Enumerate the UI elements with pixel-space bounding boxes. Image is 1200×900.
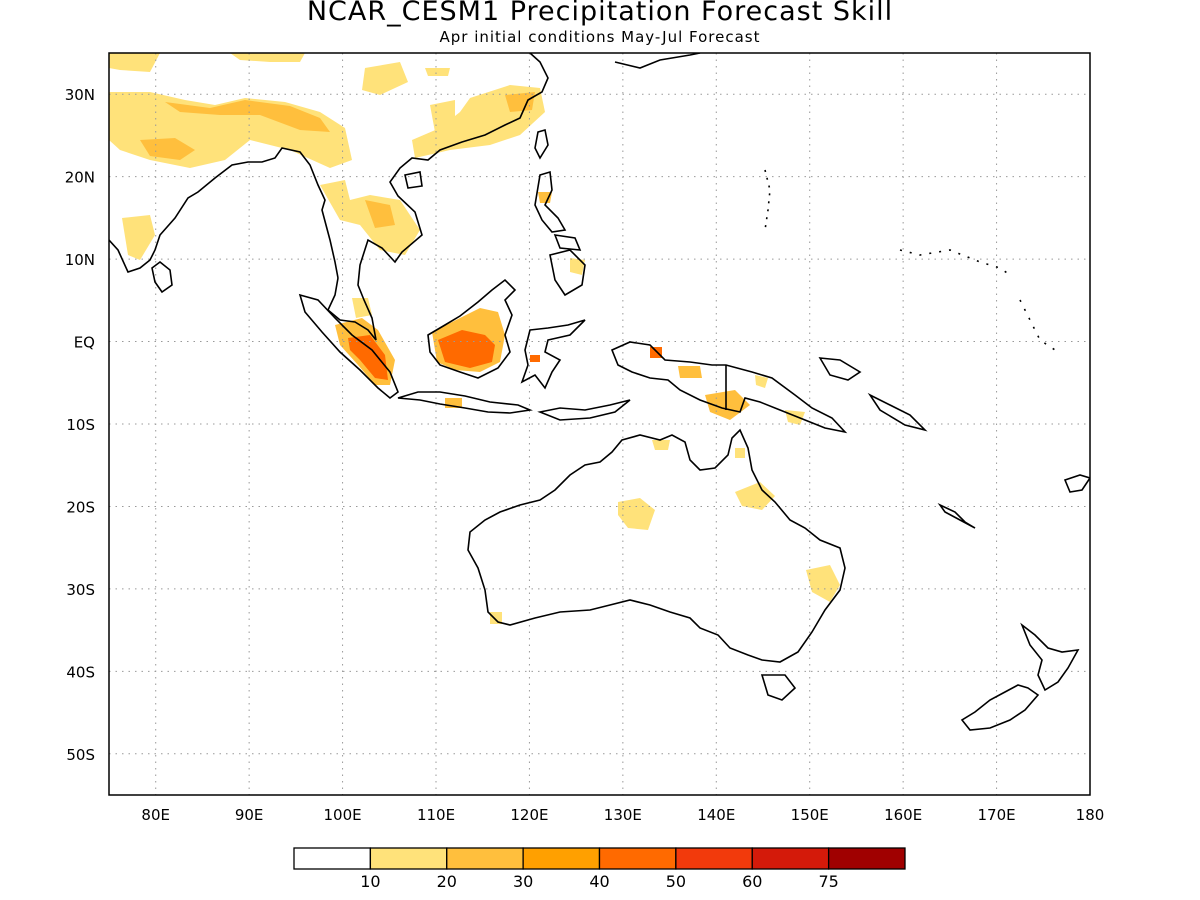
lat-tick-label: 30S <box>66 581 95 599</box>
shade-aus-east <box>806 565 840 602</box>
coast-solomon <box>867 392 928 432</box>
coast-japan <box>614 53 701 69</box>
shade-sulawesi <box>530 355 540 362</box>
colorbar-swatch <box>598 847 677 870</box>
lon-tick-label: 160E <box>884 806 922 824</box>
colorbar-swatch <box>293 847 372 870</box>
coast-java <box>397 391 533 414</box>
coast-nusa <box>537 399 631 421</box>
plot-frame <box>108 52 1091 796</box>
shade-indochina-core <box>365 200 395 228</box>
chart-title: NCAR_CESM1 Precipitation Forecast Skill <box>306 0 894 27</box>
lon-tick-label: 140E <box>697 806 735 824</box>
coastlines <box>109 53 1090 731</box>
shade-china-2 <box>425 68 450 76</box>
lat-tick-label: 30N <box>65 86 95 104</box>
lat-tick-label: 40S <box>66 663 95 681</box>
colorbar-swatch <box>522 847 601 870</box>
lon-tick-label: 110E <box>417 806 455 824</box>
shade-png-coast <box>785 410 805 425</box>
shade-indochina <box>320 180 420 255</box>
shade-india-north-core <box>140 138 195 160</box>
lon-tick-label: 180 <box>1076 806 1105 824</box>
coast-luzon <box>534 170 567 233</box>
coast-india <box>109 147 339 279</box>
coast-tasmania <box>760 674 797 701</box>
shade-aus-qld <box>735 482 775 510</box>
coast-australia <box>467 428 846 663</box>
lon-tick-label: 130E <box>604 806 642 824</box>
lat-tick-label: 20N <box>65 169 95 187</box>
lat-tick-label: EQ <box>74 334 95 352</box>
shade-newguinea <box>678 366 702 378</box>
shade-aus-north <box>652 440 670 450</box>
shade-tibet-north <box>230 53 305 62</box>
lon-labels: 80E 90E 100E 110E 120E 130E 140E 150E 160E 170E 18… <box>141 806 1104 824</box>
coast-indochina <box>327 53 549 341</box>
lon-tick-label: 150E <box>791 806 829 824</box>
lat-tick-label: 50S <box>66 746 95 764</box>
colorbar-tick-label: 75 <box>818 872 839 891</box>
coast-marianas <box>764 169 771 231</box>
shade-newguinea-w <box>650 347 662 358</box>
shade-india-ridge <box>165 100 330 132</box>
coast-newbritain <box>818 357 862 381</box>
lon-tick-label: 100E <box>324 806 362 824</box>
coast-marshall <box>1019 299 1056 351</box>
colorbar <box>293 847 906 870</box>
coast-hainan <box>404 171 423 189</box>
map-grid <box>109 53 1090 795</box>
colorbar-tick-label: 50 <box>665 872 687 891</box>
shade-aus-west <box>618 498 655 530</box>
lon-tick-label: 120E <box>510 806 548 824</box>
coast-newguinea <box>610 341 848 434</box>
colorbar-tick-label: 30 <box>512 872 534 891</box>
shade-malaya <box>352 298 372 318</box>
lon-tick-label: 80E <box>141 806 170 824</box>
shade-china-east-core <box>505 92 535 112</box>
lon-tick-label: 90E <box>235 806 264 824</box>
coast-micronesia <box>899 249 1011 276</box>
shade-philippines <box>538 192 552 203</box>
coast-fiji <box>1063 474 1090 493</box>
coast-sumatra <box>298 293 399 400</box>
colorbar-tick-label: 40 <box>589 872 610 891</box>
coast-srilanka <box>151 260 173 294</box>
colorbar-swatch <box>369 847 448 870</box>
coast-taiwan <box>534 128 549 160</box>
coast-visayas <box>553 234 582 251</box>
coast-nz-north <box>1020 622 1080 692</box>
shade-sumatra-core <box>348 335 388 380</box>
colorbar-swatch <box>751 847 830 870</box>
shade-china-1 <box>362 62 408 95</box>
colorbar-tick-label: 20 <box>436 872 457 891</box>
coast-nz-south <box>960 684 1040 731</box>
coast-vanuatu <box>937 502 976 529</box>
shade-aus-sw <box>490 612 502 624</box>
coast-borneo <box>427 278 517 379</box>
lat-tick-label: 20S <box>66 498 95 516</box>
coast-mindanao <box>549 249 586 297</box>
colorbar-swatch <box>675 847 753 870</box>
shade-india-west <box>122 215 155 260</box>
lat-tick-label: 10N <box>65 251 95 269</box>
shade-philippines-south <box>570 258 585 275</box>
shade-aus-qld-north <box>735 448 745 458</box>
shade-newguinea-e <box>755 375 768 388</box>
shade-borneo-core <box>438 330 495 368</box>
colorbar-swatch <box>827 847 906 870</box>
colorbar-swatch <box>446 847 524 870</box>
lat-labels: 30N 20N 10N EQ 10S 20S 30S 40S 50S <box>65 86 95 764</box>
shade-china-mid <box>430 100 455 132</box>
shade-nw <box>109 53 160 72</box>
coast-sulawesi <box>520 319 586 390</box>
colorbar-tick-label: 10 <box>360 872 381 891</box>
lon-tick-label: 170E <box>978 806 1016 824</box>
chart-subtitle: Apr initial conditions May-Jul Forecast <box>439 28 761 46</box>
lat-tick-label: 10S <box>66 416 95 434</box>
colorbar-tick-label: 60 <box>742 872 763 891</box>
skill-shading <box>109 53 840 624</box>
